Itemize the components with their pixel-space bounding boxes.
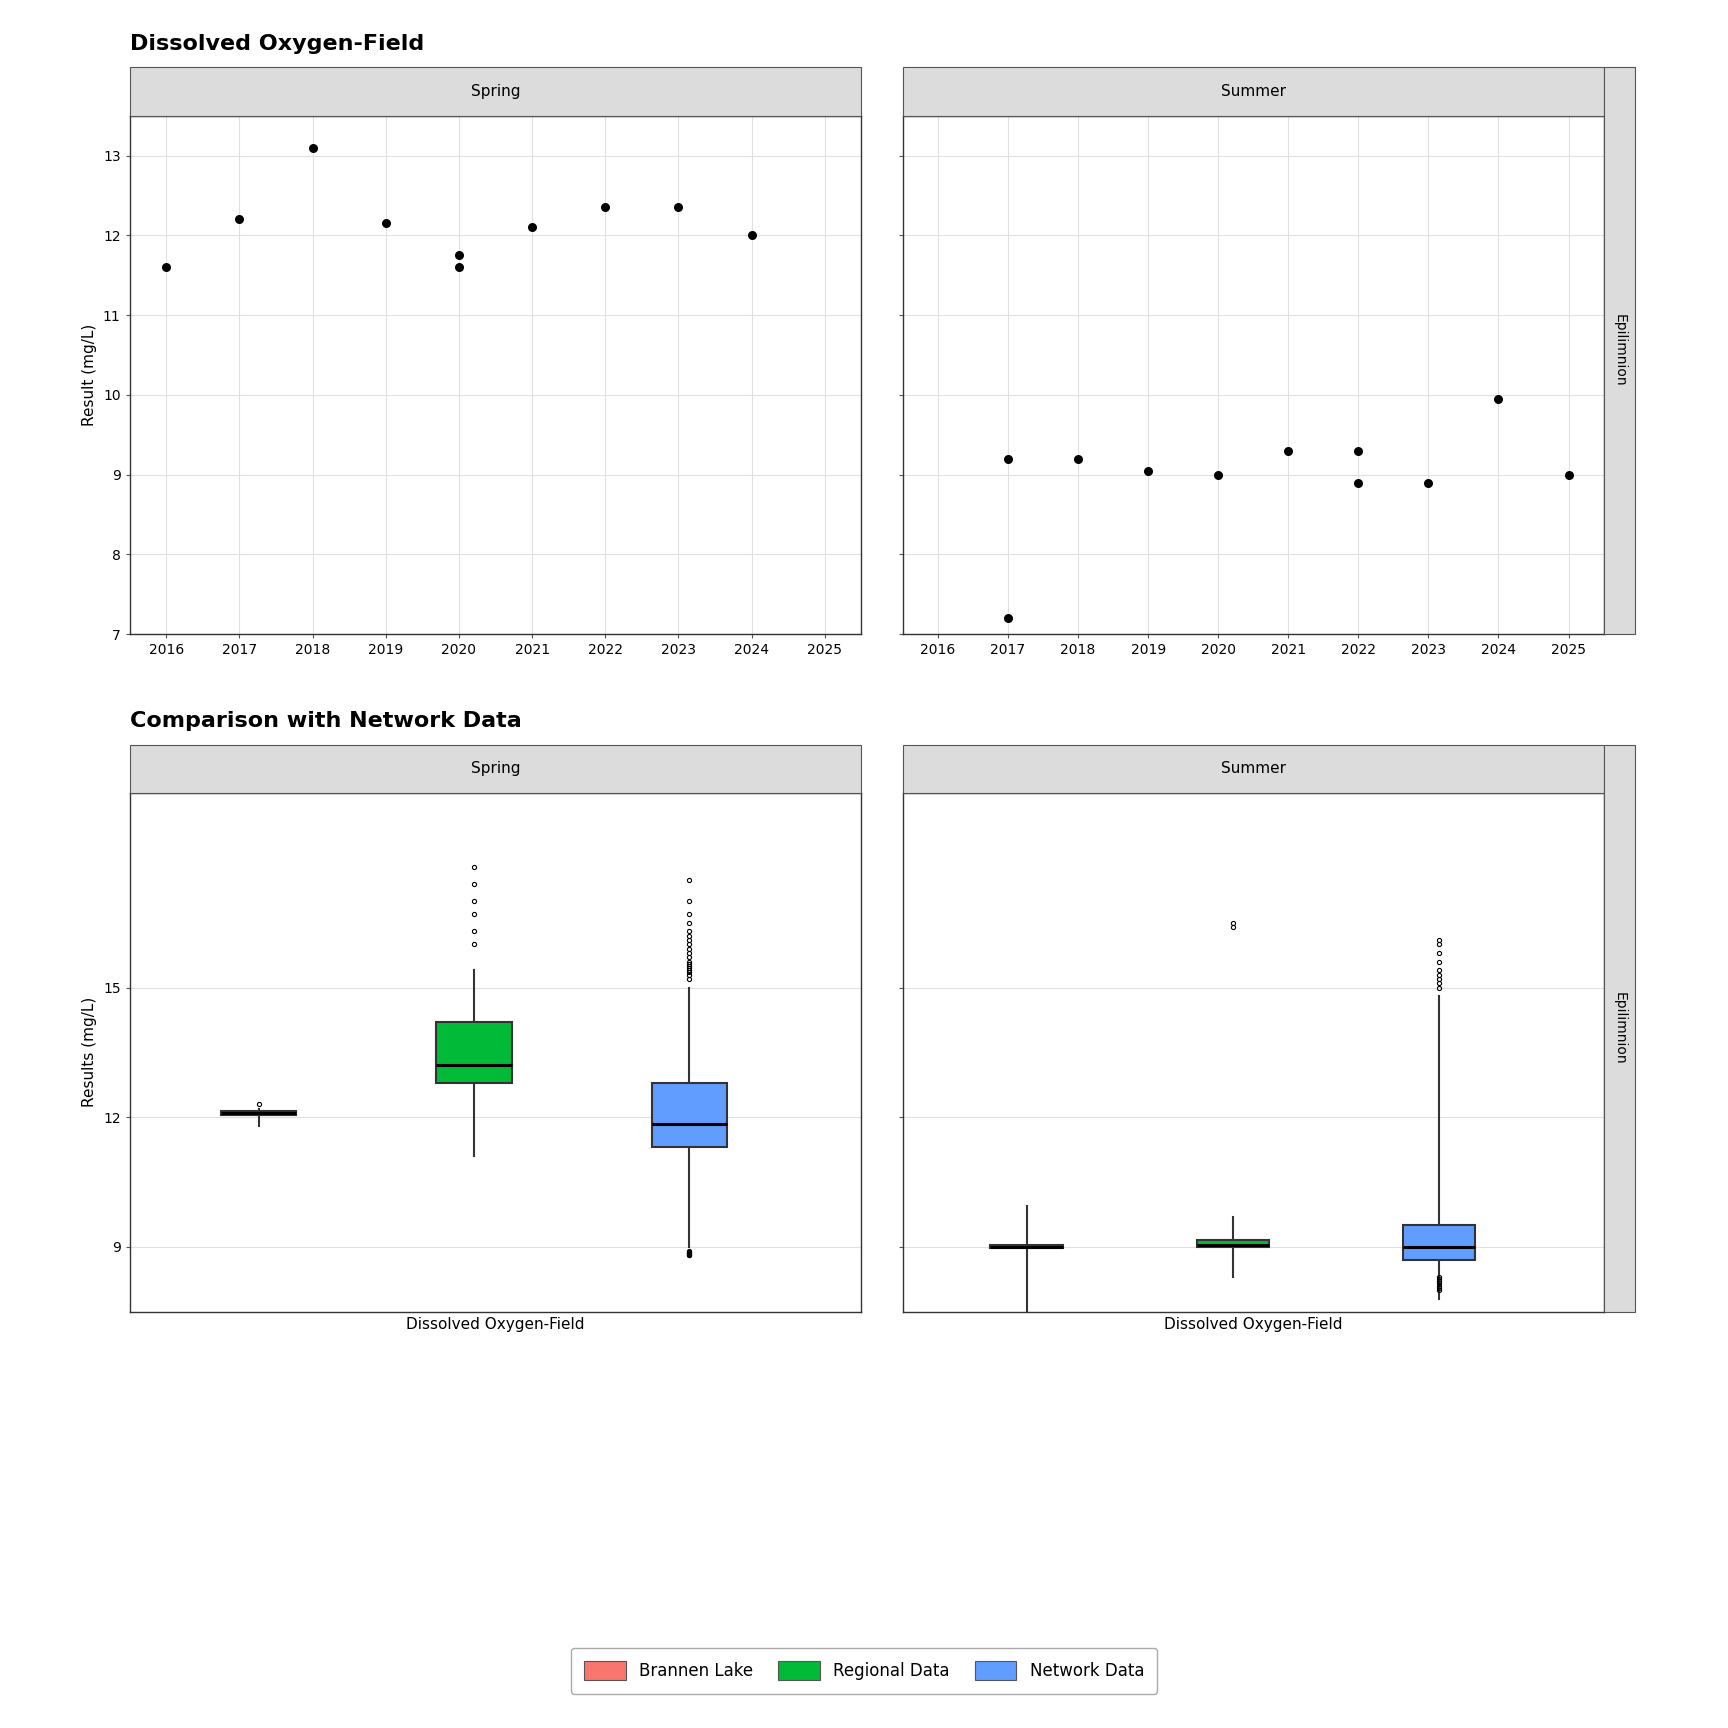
Text: Epilimnion: Epilimnion (1612, 314, 1626, 387)
Point (738, 221, 766, 249)
Bar (435, 1023, 511, 1083)
Point (372, 209, 399, 237)
Point (1275, 437, 1303, 465)
Bar (990, 1244, 1063, 1248)
Point (1064, 444, 1092, 472)
Y-axis label: Results (mg/L): Results (mg/L) (83, 997, 97, 1108)
Point (446, 254, 473, 282)
Point (994, 444, 1021, 472)
Text: Summer: Summer (1220, 85, 1286, 98)
Text: Dissolved Oxygen-Field: Dissolved Oxygen-Field (130, 33, 423, 54)
Point (1484, 385, 1512, 413)
Point (1204, 461, 1232, 489)
Point (1415, 468, 1443, 496)
Bar (1403, 1225, 1474, 1260)
Text: Spring: Spring (470, 85, 520, 98)
Point (1134, 456, 1161, 484)
Point (152, 254, 180, 282)
Point (665, 194, 693, 221)
X-axis label: Dissolved Oxygen-Field: Dissolved Oxygen-Field (1165, 1317, 1343, 1332)
Text: Epilimnion: Epilimnion (1612, 992, 1626, 1064)
Text: Comparison with Network Data: Comparison with Network Data (130, 710, 522, 731)
Point (1555, 461, 1583, 489)
Legend: Brannen Lake, Regional Data, Network Data: Brannen Lake, Regional Data, Network Dat… (570, 1649, 1158, 1693)
Point (226, 206, 254, 233)
Point (518, 214, 546, 242)
Y-axis label: Result (mg/L): Result (mg/L) (83, 323, 97, 427)
Point (1344, 468, 1372, 496)
X-axis label: Dissolved Oxygen-Field: Dissolved Oxygen-Field (406, 1317, 584, 1332)
Bar (651, 1083, 727, 1147)
Point (446, 242, 473, 270)
Point (591, 194, 619, 221)
Point (299, 133, 327, 161)
Point (994, 605, 1021, 632)
Text: Spring: Spring (470, 762, 520, 776)
Bar (221, 1111, 297, 1115)
Bar (1196, 1241, 1268, 1248)
Point (1344, 437, 1372, 465)
Text: Summer: Summer (1220, 762, 1286, 776)
